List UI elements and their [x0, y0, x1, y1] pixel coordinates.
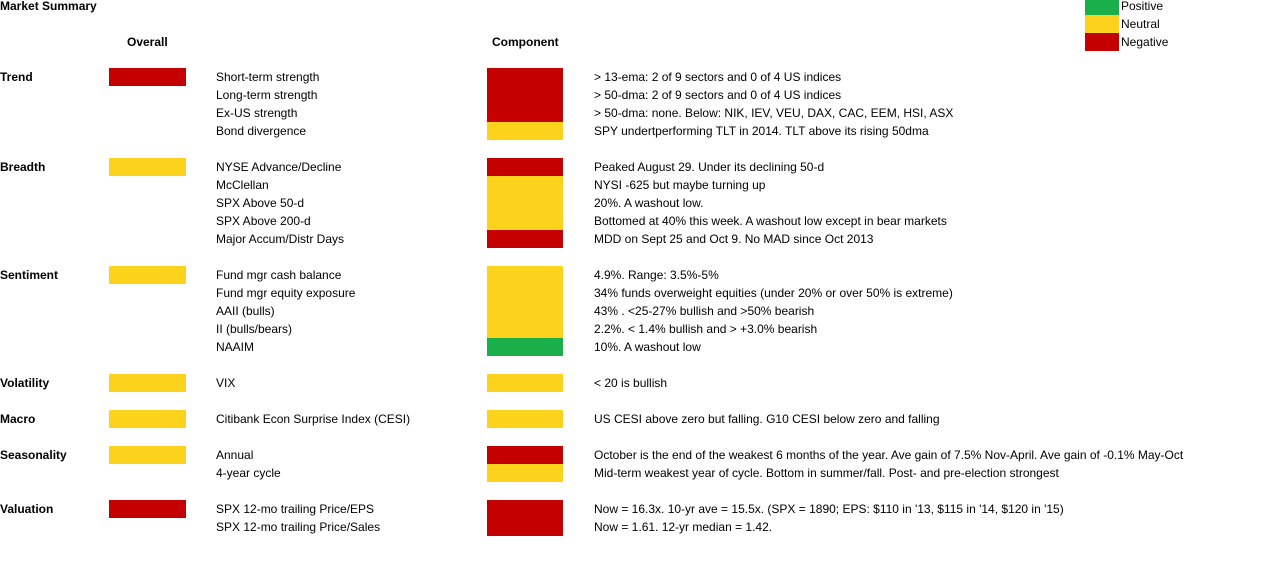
- indicator-note: > 50-dma: 2 of 9 sectors and 0 of 4 US i…: [594, 88, 842, 102]
- indicator-label: SPX 12-mo trailing Price/Sales: [216, 520, 381, 534]
- section-name: Breadth: [0, 160, 46, 174]
- indicator-note: Peaked August 29. Under its declining 50…: [594, 160, 825, 174]
- component-status-box: [487, 122, 563, 140]
- indicator-label: NYSE Advance/Decline: [216, 160, 342, 174]
- section-name: Volatility: [0, 376, 50, 390]
- component-status-box: [487, 500, 563, 518]
- component-header: Component: [492, 35, 559, 49]
- indicator-label: Fund mgr cash balance: [216, 268, 342, 282]
- indicator-note: < 20 is bullish: [594, 376, 668, 390]
- indicator-note: 43% . <25-27% bullish and >50% bearish: [594, 304, 815, 318]
- component-status-box: [487, 68, 563, 86]
- overall-status-box: [109, 374, 186, 392]
- section-name: Trend: [0, 70, 33, 84]
- overall-status-box: [109, 158, 186, 176]
- component-status-box: [487, 104, 563, 122]
- indicator-note: > 50-dma: none. Below: NIK, IEV, VEU, DA…: [594, 106, 954, 120]
- component-status-box: [487, 320, 563, 338]
- indicator-note: 34% funds overweight equities (under 20%…: [594, 286, 953, 300]
- indicator-note: Bottomed at 40% this week. A washout low…: [594, 214, 947, 228]
- component-status-box: [487, 284, 563, 302]
- indicator-label: Long-term strength: [216, 88, 318, 102]
- indicator-label: SPX Above 200-d: [216, 214, 311, 228]
- legend-label-positive: Positive: [1121, 0, 1164, 13]
- legend-swatch-positive: [1085, 0, 1119, 15]
- overall-status-box: [109, 446, 186, 464]
- component-status-box: [487, 176, 563, 194]
- component-status-box: [487, 338, 563, 356]
- overall-status-box: [109, 68, 186, 86]
- indicator-label: 4-year cycle: [216, 466, 281, 480]
- indicator-label: Short-term strength: [216, 70, 320, 84]
- legend-label-neutral: Neutral: [1121, 17, 1160, 31]
- indicator-label: Fund mgr equity exposure: [216, 286, 356, 300]
- indicator-note: > 13-ema: 2 of 9 sectors and 0 of 4 US i…: [594, 70, 842, 84]
- overall-status-box: [109, 500, 186, 518]
- indicator-note: 4.9%. Range: 3.5%-5%: [594, 268, 719, 282]
- indicator-note: NYSI -625 but maybe turning up: [594, 178, 766, 192]
- component-status-box: [487, 86, 563, 104]
- indicator-note: MDD on Sept 25 and Oct 9. No MAD since O…: [594, 232, 874, 246]
- indicator-note: 10%. A washout low: [594, 340, 701, 354]
- indicator-label: Major Accum/Distr Days: [216, 232, 345, 246]
- component-status-box: [487, 194, 563, 212]
- indicator-label: VIX: [216, 376, 236, 390]
- indicator-note: Mid-term weakest year of cycle. Bottom i…: [594, 466, 1059, 480]
- component-status-box: [487, 158, 563, 176]
- legend-label-negative: Negative: [1121, 35, 1169, 49]
- component-status-box: [487, 464, 563, 482]
- indicator-label: NAAIM: [216, 340, 255, 354]
- indicator-note: October is the end of the weakest 6 mont…: [594, 448, 1184, 462]
- page-title: Market Summary: [0, 0, 97, 13]
- overall-status-box: [109, 410, 186, 428]
- component-status-box: [487, 518, 563, 536]
- legend-swatch-neutral: [1085, 15, 1119, 33]
- overall-header: Overall: [127, 35, 168, 49]
- section-name: Seasonality: [0, 448, 67, 462]
- component-status-box: [487, 302, 563, 320]
- indicator-label: Ex-US strength: [216, 106, 298, 120]
- section-name: Valuation: [0, 502, 54, 516]
- component-status-box: [487, 230, 563, 248]
- indicator-label: Citibank Econ Surprise Index (CESI): [216, 412, 411, 426]
- indicator-label: Bond divergence: [216, 124, 307, 138]
- overall-status-box: [109, 266, 186, 284]
- indicator-note: SPY undertperforming TLT in 2014. TLT ab…: [594, 124, 929, 138]
- section-name: Sentiment: [0, 268, 59, 282]
- indicator-label: SPX 12-mo trailing Price/EPS: [216, 502, 375, 516]
- component-status-box: [487, 410, 563, 428]
- component-status-box: [487, 446, 563, 464]
- component-status-box: [487, 266, 563, 284]
- indicator-note: 2.2%. < 1.4% bullish and > +3.0% bearish: [594, 322, 818, 336]
- indicator-label: McClellan: [216, 178, 269, 192]
- component-status-box: [487, 212, 563, 230]
- indicator-note: US CESI above zero but falling. G10 CESI…: [594, 412, 940, 426]
- indicator-label: Annual: [216, 448, 254, 462]
- component-status-box: [487, 374, 563, 392]
- indicator-note: 20%. A washout low.: [594, 196, 704, 210]
- indicator-label: II (bulls/bears): [216, 322, 293, 336]
- indicator-note: Now = 16.3x. 10-yr ave = 15.5x. (SPX = 1…: [594, 502, 1064, 516]
- legend-swatch-negative: [1085, 33, 1119, 51]
- indicator-note: Now = 1.61. 12-yr median = 1.42.: [594, 520, 773, 534]
- indicator-label: SPX Above 50-d: [216, 196, 305, 210]
- indicator-label: AAII (bulls): [216, 304, 275, 318]
- section-name: Macro: [0, 412, 36, 426]
